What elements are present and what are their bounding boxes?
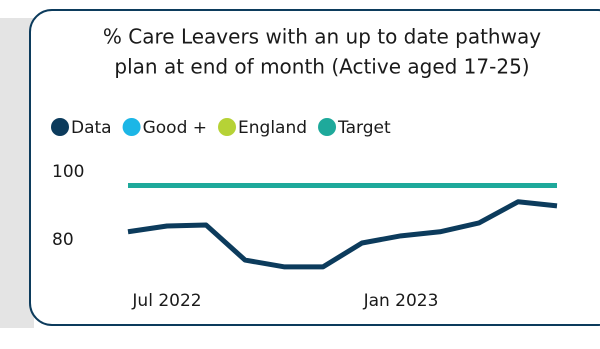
shadow bbox=[0, 18, 34, 328]
legend-label: England bbox=[238, 118, 307, 138]
x-tick-label: Jul 2022 bbox=[131, 291, 201, 311]
legend-label: Target bbox=[337, 118, 391, 138]
data-line bbox=[127, 199, 558, 270]
legend-label: Good + bbox=[143, 118, 207, 138]
legend-swatch bbox=[218, 118, 237, 136]
legend-swatch bbox=[318, 118, 337, 136]
legend-swatch bbox=[122, 118, 141, 136]
x-tick-label: Jan 2023 bbox=[363, 291, 439, 311]
y-tick-label: 80 bbox=[52, 230, 74, 250]
chart-title: % Care Leavers with an up to date pathwa… bbox=[103, 25, 541, 49]
chart-title: plan at end of month (Active aged 17-25) bbox=[114, 55, 529, 79]
card bbox=[29, 9, 600, 326]
legend-swatch bbox=[51, 118, 69, 136]
legend-label: Data bbox=[71, 118, 112, 138]
y-tick-label: 100 bbox=[52, 162, 84, 182]
